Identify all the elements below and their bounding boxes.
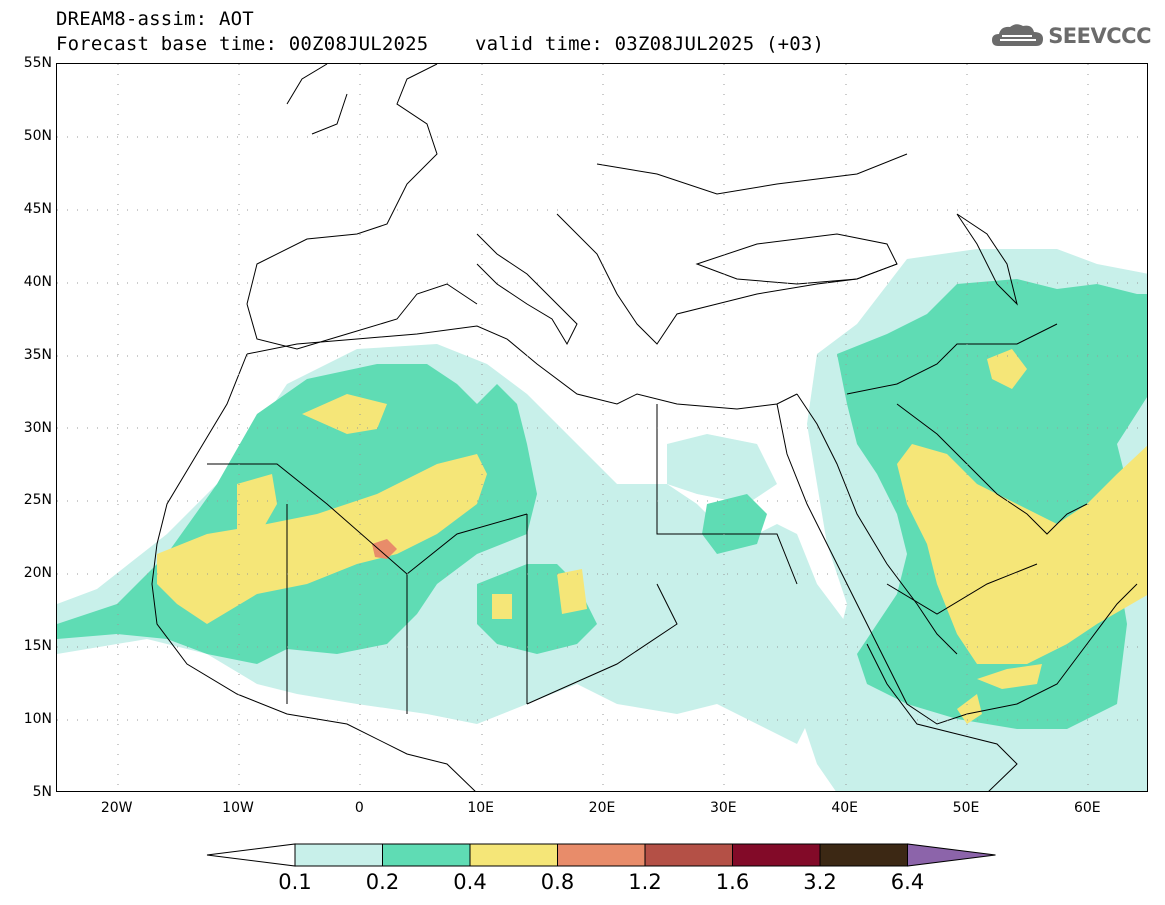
colorbar-tick-label: 3.2 [803, 870, 837, 894]
lat-tick-label: 5N [32, 784, 52, 800]
coastlines [151, 64, 1138, 791]
seevccc-logo: SEEVCCC [992, 22, 1151, 50]
lon-tick-label: 10W [222, 800, 254, 816]
colorbar-tick-label: 1.2 [628, 870, 662, 894]
lat-tick-label: 50N [23, 127, 52, 144]
lat-tick-label: 15N [23, 638, 52, 655]
lon-tick-label: 20W [100, 800, 133, 816]
lat-tick-label: 45N [23, 200, 52, 217]
colorbar-low-arrow [206, 843, 296, 867]
lon-tick-label: 60E [1073, 800, 1101, 816]
colorbar-high-arrow [907, 843, 996, 867]
colorbar-tick-label: 1.6 [715, 870, 750, 894]
colorbar-swatch [469, 843, 558, 867]
colorbar-swatch [644, 843, 733, 867]
lat-tick-label: 35N [23, 346, 52, 363]
lat-tick-label: 30N [23, 419, 52, 436]
colorbar-swatch [294, 843, 383, 867]
grid-lines [57, 64, 1147, 791]
lon-tick-label: 40E [831, 800, 858, 816]
colorbar-tick-label: 0.1 [278, 870, 312, 894]
colorbar-swatch [382, 843, 471, 867]
logo-text: SEEVCCC [1048, 24, 1151, 48]
lon-tick-label: 0 [354, 800, 364, 816]
lat-tick-label: 40N [23, 273, 52, 290]
lon-tick-label: 10E [467, 800, 494, 816]
lat-tick-label: 20N [23, 565, 52, 582]
cloud-icon [992, 24, 1044, 46]
map-panel [56, 63, 1148, 792]
colorbar-tick-label: 0.8 [540, 870, 575, 894]
lat-tick-label: 10N [23, 711, 52, 728]
aot-band-0.4 [157, 349, 1147, 724]
lon-tick-label: 30E [709, 800, 737, 816]
colorbar-swatch [819, 843, 908, 867]
colorbar-tick-label: 0.4 [453, 870, 487, 894]
map-time-info: Forecast base time: 00Z08JUL2025 valid t… [56, 33, 825, 55]
colorbar [206, 843, 996, 867]
colorbar-tick-label: 0.2 [365, 870, 400, 894]
lat-tick-label: 25N [23, 492, 52, 509]
colorbar-swatch [732, 843, 821, 867]
lat-tick-label: 55N [23, 55, 52, 71]
aot-map [57, 64, 1147, 791]
lon-tick-label: 50E [952, 800, 980, 816]
colorbar-swatch [557, 843, 646, 867]
map-title: DREAM8-assim: AOT [56, 8, 254, 30]
colorbar-tick-label: 6.4 [890, 870, 925, 894]
aot-band-0.8 [372, 539, 397, 559]
lon-tick-label: 20E [588, 800, 616, 816]
